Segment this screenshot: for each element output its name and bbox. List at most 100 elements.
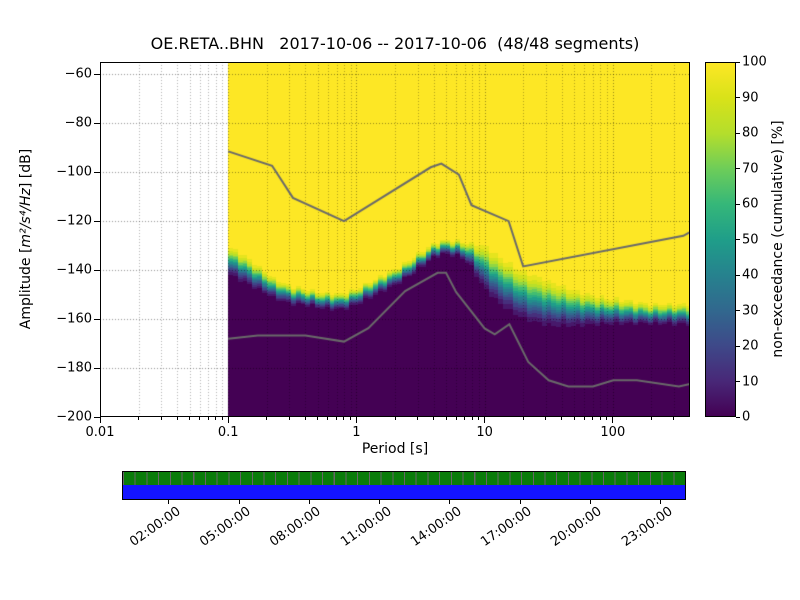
x-minor-tick [317,417,319,420]
colorbar-tick-label: 90 [742,90,759,105]
timeline-tick [660,500,662,504]
timeline-tick [449,500,451,504]
y-tick [94,367,100,369]
timeline-tick [379,500,381,504]
y-tick-label: −80 [64,115,92,131]
x-minor-tick [138,417,140,420]
x-minor-tick [350,417,352,420]
x-tick-label: 0.01 [85,425,115,440]
x-tick-label: 1 [352,425,361,440]
colorbar-tick-label: 80 [742,125,759,141]
y-tick-label: −200 [56,409,92,425]
x-minor-tick [266,417,268,420]
x-minor-tick [207,417,209,420]
timeline-tick-label: 05:00:00 [197,504,254,550]
colorbar-tick-label: 40 [742,267,759,283]
x-minor-tick [189,417,191,420]
x-minor-tick [327,417,329,420]
x-minor-tick [221,417,223,420]
y-tick [94,269,100,271]
x-minor-tick [464,417,466,420]
x-minor-tick [599,417,601,420]
x-minor-tick [471,417,473,420]
x-tick-label: 100 [600,425,626,440]
colorbar-tick [736,239,740,240]
availability-extent-strip [123,485,685,499]
x-minor-tick [176,417,178,420]
timeline-tick [168,500,170,504]
timeline-tick [238,500,240,504]
x-minor-tick [583,417,585,420]
timeline-tick-label: 17:00:00 [478,504,535,550]
colorbar-tick-label: 20 [742,338,759,354]
y-tick [94,73,100,75]
y-tick [94,220,100,222]
colorbar-tick-label: 70 [742,161,759,176]
colorbar-tick [736,274,740,276]
timeline-tick-label: 08:00:00 [267,504,324,550]
colorbar [705,62,736,417]
timeline-tick [308,500,310,504]
colorbar-tick [736,345,740,347]
x-minor-tick [417,417,419,420]
colorbar-tick [736,310,740,311]
x-minor-tick [478,417,480,420]
x-tick [484,417,486,423]
colorbar-tick [736,381,740,382]
x-minor-tick [673,417,675,420]
cumulative-ppsd-heatmap [100,62,690,417]
colorbar-tick [736,132,740,134]
colorbar-tick [736,97,740,98]
colorbar-tick [736,203,740,205]
x-axis-label: Period [s] [361,441,429,457]
x-minor-tick [445,417,447,420]
x-minor-tick [199,417,201,420]
colorbar-label: non-exceedance (cumulative) [%] [770,120,786,358]
colorbar-tick [736,416,740,418]
x-minor-tick [592,417,594,420]
colorbar-tick-label: 100 [742,54,767,70]
y-tick [94,416,100,418]
timeline-tick [589,500,591,504]
x-tick [99,417,101,423]
x-minor-tick [522,417,524,420]
x-tick [227,417,229,423]
timeline-tick-label: 23:00:00 [618,504,676,550]
colorbar-tick-label: 60 [742,196,759,212]
colorbar-tick-label: 50 [742,232,759,247]
x-minor-tick [573,417,575,420]
colorbar-tick-label: 30 [742,303,759,318]
availability-used-strip [123,472,685,485]
x-minor-tick [455,417,457,420]
x-tick-label: 0.1 [217,425,239,440]
x-tick [355,417,357,423]
x-minor-tick [561,417,563,420]
colorbar-tick [736,61,740,63]
colorbar-tick-label: 0 [742,409,751,425]
timeline-tick [519,500,521,504]
colorbar-tick [736,168,740,169]
x-minor-tick [606,417,608,420]
y-tick-label: −120 [56,213,92,229]
y-tick-label: −100 [56,164,92,180]
x-minor-tick [650,417,652,420]
x-minor-tick [545,417,547,420]
x-minor-tick [433,417,435,420]
x-minor-tick [304,417,306,420]
data-availability-bar [122,471,686,500]
x-minor-tick [336,417,338,420]
x-minor-tick [160,417,162,420]
y-tick [94,318,100,320]
x-minor-tick [343,417,345,420]
y-tick-label: −160 [56,311,92,327]
x-minor-tick [394,417,396,420]
x-minor-tick [288,417,290,420]
timeline-tick-label: 20:00:00 [548,504,605,550]
colorbar-tick-label: 10 [742,374,759,389]
y-tick [94,122,100,124]
x-minor-tick [215,417,217,420]
y-tick-label: −180 [56,360,92,376]
y-tick-label: −60 [64,66,92,82]
y-tick-label: −140 [56,262,92,278]
